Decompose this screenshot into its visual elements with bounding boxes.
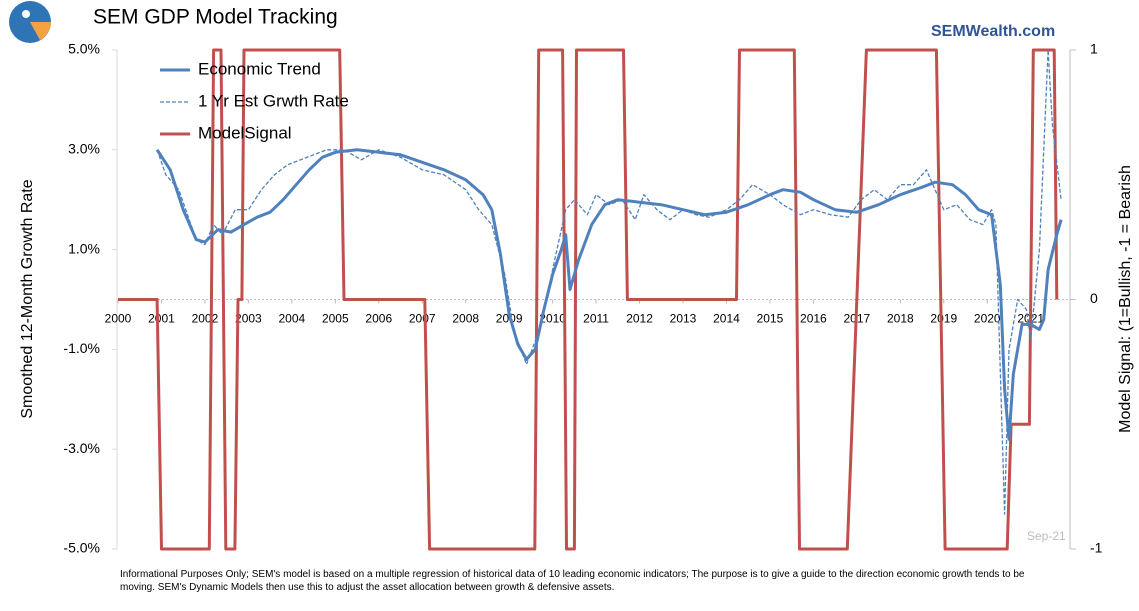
annotation: Sep-21 — [1027, 529, 1066, 543]
x-tick-label: 2011 — [583, 312, 609, 326]
series-line — [118, 48, 1059, 551]
x-tick-label: 2014 — [713, 312, 740, 326]
x-tick-label: 2018 — [887, 312, 914, 326]
x-tick-label: 2005 — [322, 312, 349, 326]
x-tick-label: 2002 — [192, 312, 219, 326]
y-axis-title: Smoothed 12-Month Growth Rate — [19, 179, 36, 418]
x-tick-label: 2004 — [278, 312, 305, 326]
x-tick-label: 2020 — [974, 312, 1001, 326]
x-tick-label: 2003 — [235, 312, 262, 326]
legend-label: 1 Yr Est Grwth Rate — [198, 91, 349, 110]
x-tick-label: 2001 — [148, 312, 175, 326]
source: SEMWealth.com — [931, 23, 1055, 40]
logo-dot — [22, 10, 30, 18]
x-tick-label: 2016 — [800, 312, 827, 326]
x-tick-label: 2019 — [930, 312, 957, 326]
series-line — [155, 148, 1063, 441]
y2-axis-title: Model Signal: (1=Bullish, -1 = Bearish — [1117, 165, 1134, 433]
chart-title: SEM GDP Model Tracking — [93, 6, 338, 29]
x-tick-label: 2007 — [409, 312, 436, 326]
x-tick-label: 2012 — [626, 312, 653, 326]
x-tick-label: 2013 — [670, 312, 697, 326]
logo — [9, 1, 51, 43]
y-tick-label: -1.0% — [63, 340, 100, 356]
x-tick-label: 2008 — [452, 312, 479, 326]
x-tick-label: 2015 — [757, 312, 784, 326]
y-tick-label: 5.0% — [68, 41, 100, 57]
legend-label: Economic Trend — [198, 59, 321, 78]
logo-wedge — [30, 22, 51, 40]
y2-tick-label: -1 — [1090, 540, 1103, 556]
footnote: Informational Purposes Only; SEM's model… — [120, 569, 1025, 593]
y-tick-label: -5.0% — [63, 540, 100, 556]
y-tick-label: 1.0% — [68, 240, 100, 256]
y2-tick-label: 1 — [1090, 41, 1098, 57]
y2-tick-label: 0 — [1090, 290, 1098, 306]
series-line — [156, 49, 1062, 515]
x-tick-label: 2010 — [539, 312, 566, 326]
legend-label: ModelSignal — [198, 123, 292, 142]
x-tick-label: 2000 — [105, 312, 132, 326]
y-tick-label: -3.0% — [63, 440, 100, 456]
x-tick-label: 2006 — [365, 312, 392, 326]
y-tick-label: 3.0% — [68, 141, 100, 157]
